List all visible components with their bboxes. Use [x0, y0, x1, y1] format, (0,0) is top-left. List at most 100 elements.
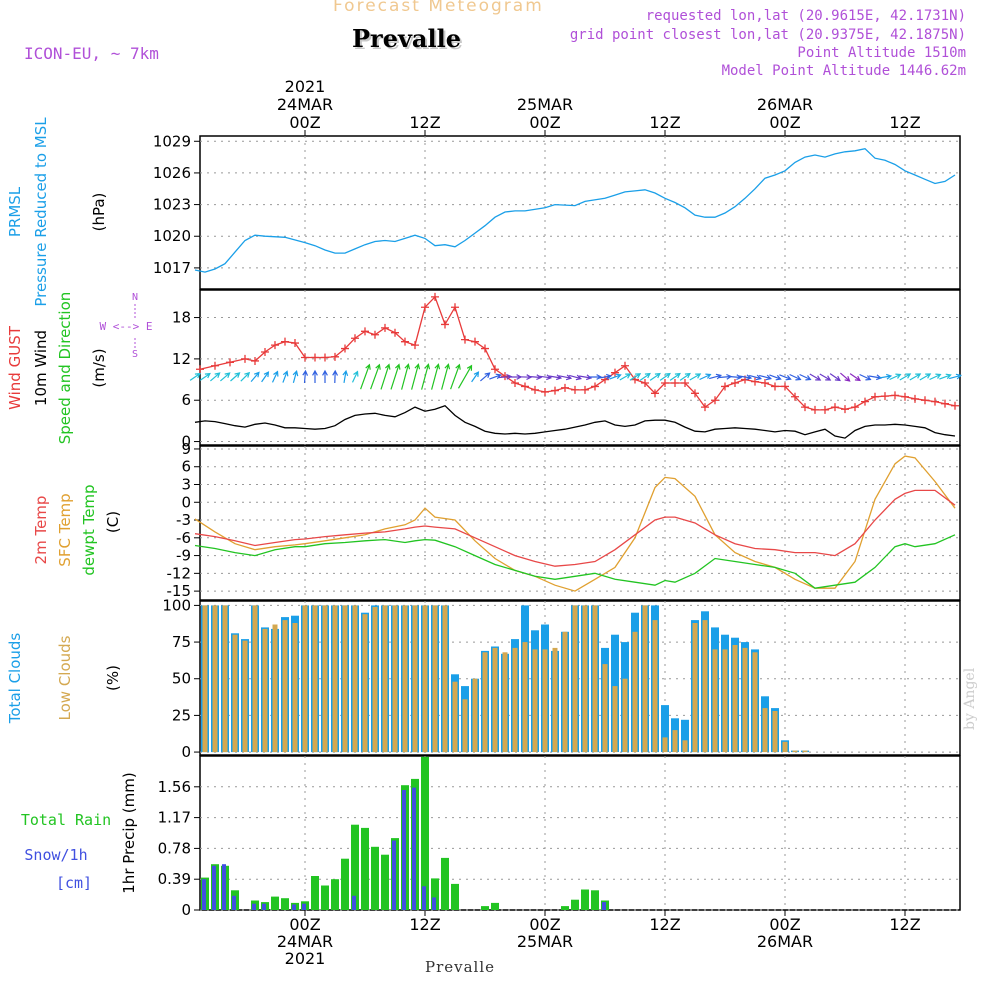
low-cloud-bar — [692, 623, 698, 753]
wind-direction-arrow — [738, 374, 753, 381]
temp-ytick-label: -6 — [176, 529, 191, 547]
low-cloud-bar — [232, 634, 238, 752]
wind-direction-arrow — [578, 374, 593, 381]
gust-marker — [561, 383, 569, 392]
low-cloud-bar — [592, 605, 598, 753]
wind-direction-arrow — [282, 370, 289, 383]
wind-speed-line — [194, 404, 956, 439]
low-cloud-bar — [642, 605, 648, 753]
top-time-label: 24MAR — [277, 95, 333, 114]
low-cloud-bar — [522, 642, 528, 753]
gust-marker — [941, 399, 949, 408]
bottom-time-label: 25MAR — [517, 932, 573, 951]
low-cloud-bar — [292, 623, 298, 753]
gust-marker — [331, 352, 339, 361]
low-cloud-bar — [472, 678, 478, 752]
gust-marker — [521, 382, 529, 391]
gust-marker — [441, 320, 449, 329]
gust-marker — [841, 405, 849, 414]
wind-direction-arrow — [471, 371, 480, 383]
gust-marker — [291, 339, 299, 348]
wind-direction-arrow — [240, 371, 251, 382]
gust-marker — [921, 396, 929, 405]
rain-bar — [381, 854, 389, 910]
wind-ytick-label: 12 — [172, 350, 191, 368]
gust-marker — [571, 385, 579, 394]
wind-direction-arrow — [230, 372, 241, 382]
rain-bar — [331, 879, 339, 910]
bottom-time-label: 2021 — [285, 949, 326, 968]
dewpt-temp-label: dewpt Temp — [80, 484, 98, 575]
temp-ytick-label: -12 — [167, 564, 192, 582]
wind-direction-arrow — [868, 374, 883, 381]
gust-marker — [541, 387, 549, 396]
low-cloud-bar — [632, 631, 638, 753]
wind-direction-arrow — [250, 371, 260, 382]
rain-bar — [361, 827, 369, 910]
temp-ytick-label: 9 — [181, 440, 191, 458]
pressure-ytick-label: 1023 — [153, 196, 191, 214]
wind-unit-label: (m/s) — [90, 348, 108, 387]
wind-direction-arrow — [189, 372, 201, 381]
wind-direction-arrow — [322, 369, 328, 383]
low-cloud-bar — [332, 605, 338, 753]
low-cloud-bar — [462, 699, 468, 753]
low-clouds-label: Low Clouds — [56, 635, 74, 720]
wind-direction-arrow — [849, 373, 861, 382]
wind-gust-label: Wind GUST — [6, 325, 24, 410]
snow-bar — [422, 886, 426, 910]
low-cloud-bar — [622, 678, 628, 752]
low-cloud-bar — [772, 711, 778, 753]
gust-marker — [651, 389, 659, 398]
pressure-panel-frame — [199, 135, 961, 290]
top-time-label: 00Z — [529, 113, 560, 132]
wind-direction-arrow — [332, 369, 339, 384]
snow-bar — [302, 903, 306, 910]
pressure-ytick-label: 1017 — [153, 259, 191, 277]
wind-direction-arrow — [450, 363, 461, 390]
rain-bar — [591, 890, 599, 910]
top-time-label: 12Z — [409, 113, 440, 132]
wind-speed-dir-label: Speed and Direction — [56, 292, 74, 445]
low-cloud-bar — [352, 605, 358, 753]
precip-ytick-label: 0.78 — [158, 839, 191, 857]
snow-unit-label: [cm] — [56, 874, 92, 892]
wind-direction-arrow — [528, 374, 543, 381]
gust-marker — [731, 379, 739, 387]
temp-ytick-label: -15 — [167, 582, 192, 600]
low-cloud-bar — [532, 649, 538, 753]
low-cloud-bar — [262, 628, 268, 753]
temp-2m-line — [194, 489, 956, 567]
gust-marker — [281, 337, 289, 346]
snow-bar — [412, 787, 416, 910]
gust-marker — [341, 344, 349, 353]
low-cloud-bar — [482, 652, 488, 752]
temp-ytick-label: -9 — [176, 547, 191, 565]
wind-direction-arrow — [769, 374, 782, 381]
low-cloud-bar — [752, 652, 758, 752]
gust-marker — [751, 377, 759, 386]
wind-gust-line — [199, 295, 956, 411]
low-cloud-bar — [762, 708, 768, 753]
wind-panel-frame — [199, 289, 961, 446]
wind-direction-arrow — [431, 363, 441, 390]
wind-direction-arrow — [809, 373, 822, 381]
total-cloud-bar — [661, 705, 669, 752]
gust-marker — [431, 292, 439, 301]
wind-direction-arrow — [659, 372, 671, 381]
gust-marker — [681, 379, 689, 387]
rain-bar — [581, 889, 589, 910]
gust-marker — [421, 303, 429, 312]
pressure-ytick-label: 1026 — [153, 164, 191, 182]
gust-marker — [691, 389, 699, 398]
low-cloud-bar — [612, 686, 618, 753]
low-cloud-bar — [652, 620, 658, 753]
sfc-temp-line — [194, 455, 956, 592]
wind-direction-arrow — [312, 369, 318, 383]
wind-direction-arrow — [421, 363, 431, 390]
pressure-line — [194, 147, 956, 273]
snow-bar — [262, 903, 266, 910]
low-cloud-bar — [342, 605, 348, 753]
point-altitude: Point Altitude 1510m — [797, 45, 966, 61]
wind-direction-arrow — [558, 374, 573, 381]
